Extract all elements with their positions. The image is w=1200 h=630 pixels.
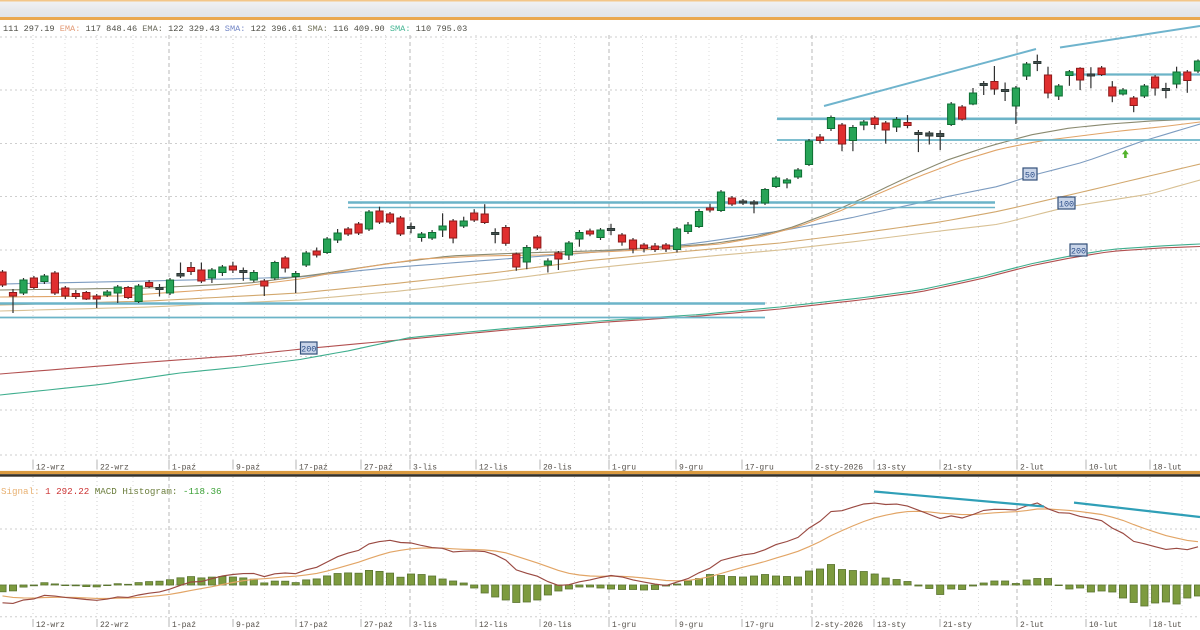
svg-text:22-wrz: 22-wrz xyxy=(100,621,129,630)
svg-text:18-lut: 18-lut xyxy=(1153,464,1182,473)
svg-text:17-gru: 17-gru xyxy=(745,464,774,473)
svg-text:200: 200 xyxy=(1071,246,1086,256)
svg-text:1-gru: 1-gru xyxy=(612,621,636,630)
svg-text:1-gru: 1-gru xyxy=(612,464,636,473)
svg-text:3-lis: 3-lis xyxy=(413,464,437,473)
svg-text:2-lut: 2-lut xyxy=(1020,464,1044,473)
svg-text:17-gru: 17-gru xyxy=(745,621,774,630)
svg-text:2-sty-2026: 2-sty-2026 xyxy=(815,464,863,473)
svg-text:Signal: 1 292.22 MACD Histogra: Signal: 1 292.22 MACD Histogram: -118.36 xyxy=(1,486,222,497)
svg-text:100: 100 xyxy=(1059,199,1074,209)
svg-text:9-gru: 9-gru xyxy=(679,464,703,473)
svg-text:10-lut: 10-lut xyxy=(1089,621,1118,630)
svg-text:12-wrz: 12-wrz xyxy=(36,621,65,630)
svg-text:13-sty: 13-sty xyxy=(877,464,906,473)
svg-text:9-gru: 9-gru xyxy=(679,621,703,630)
svg-text:20-lis: 20-lis xyxy=(543,464,572,473)
svg-text:200: 200 xyxy=(301,344,316,354)
svg-text:17-paź: 17-paź xyxy=(299,621,328,630)
svg-text:21-sty: 21-sty xyxy=(943,464,972,473)
svg-text:20-lis: 20-lis xyxy=(543,621,572,630)
svg-text:3-lis: 3-lis xyxy=(413,621,437,630)
svg-text:13-sty: 13-sty xyxy=(877,621,906,630)
svg-text:12-wrz: 12-wrz xyxy=(36,464,65,473)
svg-text:12-lis: 12-lis xyxy=(479,621,508,630)
svg-text:2-lut: 2-lut xyxy=(1020,621,1044,630)
svg-text:9-paź: 9-paź xyxy=(236,464,260,473)
svg-text:2-sty-2026: 2-sty-2026 xyxy=(815,621,863,630)
svg-text:27-paź: 27-paź xyxy=(364,464,393,473)
svg-text:111 297.19 EMA: 117 848.46 EMA: 111 297.19 EMA: 117 848.46 EMA: 122 329.… xyxy=(3,24,467,34)
svg-text:1-paź: 1-paź xyxy=(172,464,196,473)
svg-text:27-paź: 27-paź xyxy=(364,621,393,630)
svg-text:9-paź: 9-paź xyxy=(236,621,260,630)
svg-text:22-wrz: 22-wrz xyxy=(100,464,129,473)
svg-text:12-lis: 12-lis xyxy=(479,464,508,473)
svg-text:1-paź: 1-paź xyxy=(172,621,196,630)
svg-text:17-paź: 17-paź xyxy=(299,464,328,473)
svg-text:50: 50 xyxy=(1025,170,1035,180)
svg-text:21-sty: 21-sty xyxy=(943,621,972,630)
svg-text:10-lut: 10-lut xyxy=(1089,464,1118,473)
svg-text:18-lut: 18-lut xyxy=(1153,621,1182,630)
